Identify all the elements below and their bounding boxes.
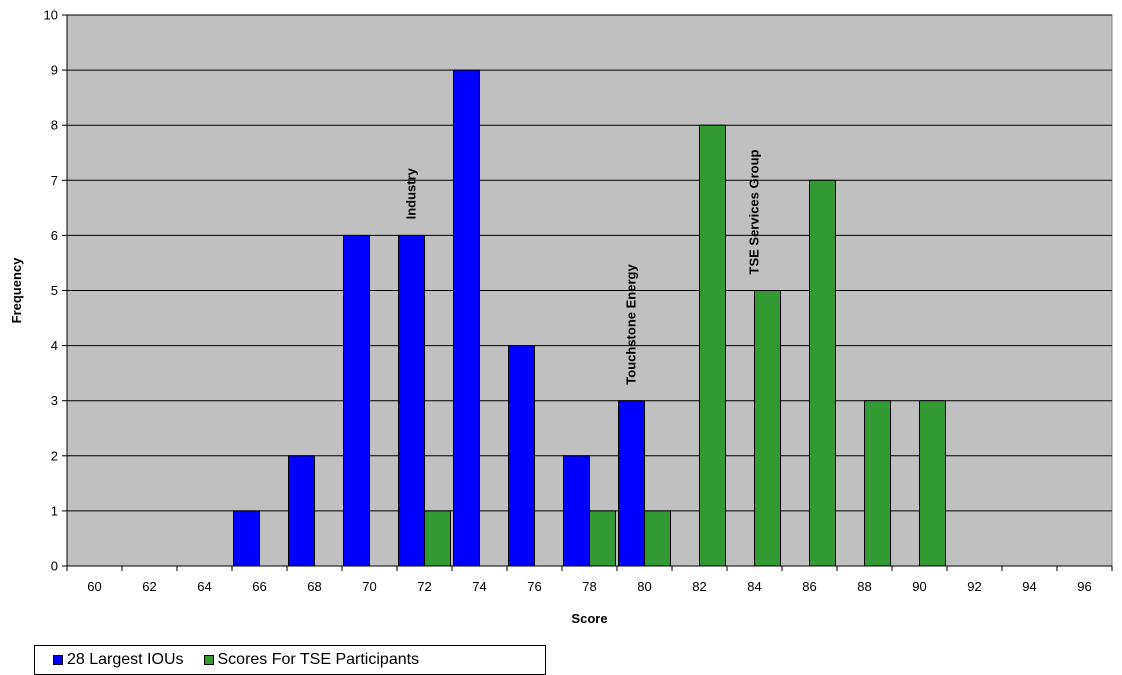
x-tick-label: 96 <box>1077 579 1091 594</box>
x-tick-label: 78 <box>582 579 596 594</box>
y-tick-label: 0 <box>51 559 58 574</box>
y-tick-label: 5 <box>51 283 58 298</box>
legend-label-ious: 28 Largest IOUs <box>67 651 184 668</box>
x-tick-label: 66 <box>252 579 266 594</box>
x-tick-label: 68 <box>307 579 321 594</box>
y-tick-label: 6 <box>51 228 58 243</box>
bar-ious-72 <box>398 234 425 567</box>
bar-ious-70 <box>343 234 370 567</box>
bar-ious-80 <box>618 400 645 567</box>
axes <box>62 14 1113 571</box>
annotation-label: TSE Services Group <box>747 149 762 274</box>
legend-swatch-tse <box>203 655 214 665</box>
bar-tse-90 <box>919 400 946 567</box>
x-tick-label: 62 <box>142 579 156 594</box>
bar-ious-76 <box>508 345 535 567</box>
y-tick-label: 3 <box>51 393 58 408</box>
x-tick-label: 86 <box>802 579 816 594</box>
y-tick-label: 2 <box>51 448 58 463</box>
bar-ious-66 <box>233 510 260 567</box>
bar-ious-78 <box>563 455 590 567</box>
x-tick-label: 74 <box>472 579 486 594</box>
y-tick-label: 8 <box>51 118 58 133</box>
y-tick-label: 9 <box>51 63 58 78</box>
bar-tse-88 <box>864 400 891 567</box>
y-axis-title: Frequency <box>9 257 24 324</box>
bar-ious-74 <box>453 69 480 567</box>
x-tick-label: 88 <box>857 579 871 594</box>
legend-swatch-ious <box>53 655 63 665</box>
annotation-label: Touchstone Energy <box>624 264 639 385</box>
bar-tse-72 <box>424 510 451 567</box>
x-tick-label: 72 <box>417 579 431 594</box>
legend-label-tse: Scores For TSE Participants <box>217 651 420 668</box>
bar-tse-84 <box>754 290 781 567</box>
bar-tse-78 <box>589 510 616 567</box>
x-tick-label: 84 <box>747 579 761 594</box>
x-tick-label: 90 <box>912 579 926 594</box>
y-tick-label: 7 <box>51 173 58 188</box>
bar-tse-80 <box>644 510 671 567</box>
annotations: Industry Touchstone Energy TSE Services Gr… <box>404 149 762 384</box>
legend-item-ious: 28 Largest IOUs <box>53 651 184 669</box>
x-tick-label: 92 <box>967 579 981 594</box>
annotation-label: Industry <box>404 167 419 219</box>
y-tick-label: 1 <box>51 503 58 518</box>
bar-tse-86 <box>809 179 836 567</box>
y-tick-label: 4 <box>51 338 58 353</box>
x-tick-label: 60 <box>87 579 101 594</box>
x-tick-labels: 60 62 64 66 68 70 72 74 76 78 80 82 84 86 88 90 92 94 96 <box>87 579 1091 594</box>
x-axis-title: Score <box>571 611 607 626</box>
y-tick-label: 10 <box>44 8 58 23</box>
x-tick-label: 76 <box>527 579 541 594</box>
legend-item-tse: Scores For TSE Participants <box>203 651 420 669</box>
bar-tse-82 <box>699 124 726 567</box>
x-tick-label: 82 <box>692 579 706 594</box>
x-tick-label: 70 <box>362 579 376 594</box>
x-tick-label: 80 <box>637 579 651 594</box>
bar-ious-68 <box>288 455 315 567</box>
x-tick-label: 64 <box>197 579 211 594</box>
y-tick-labels: 0 1 2 3 4 5 6 7 8 9 10 <box>44 8 58 574</box>
legend: 28 Largest IOUs Scores For TSE Participa… <box>34 645 546 675</box>
x-tick-label: 94 <box>1022 579 1036 594</box>
